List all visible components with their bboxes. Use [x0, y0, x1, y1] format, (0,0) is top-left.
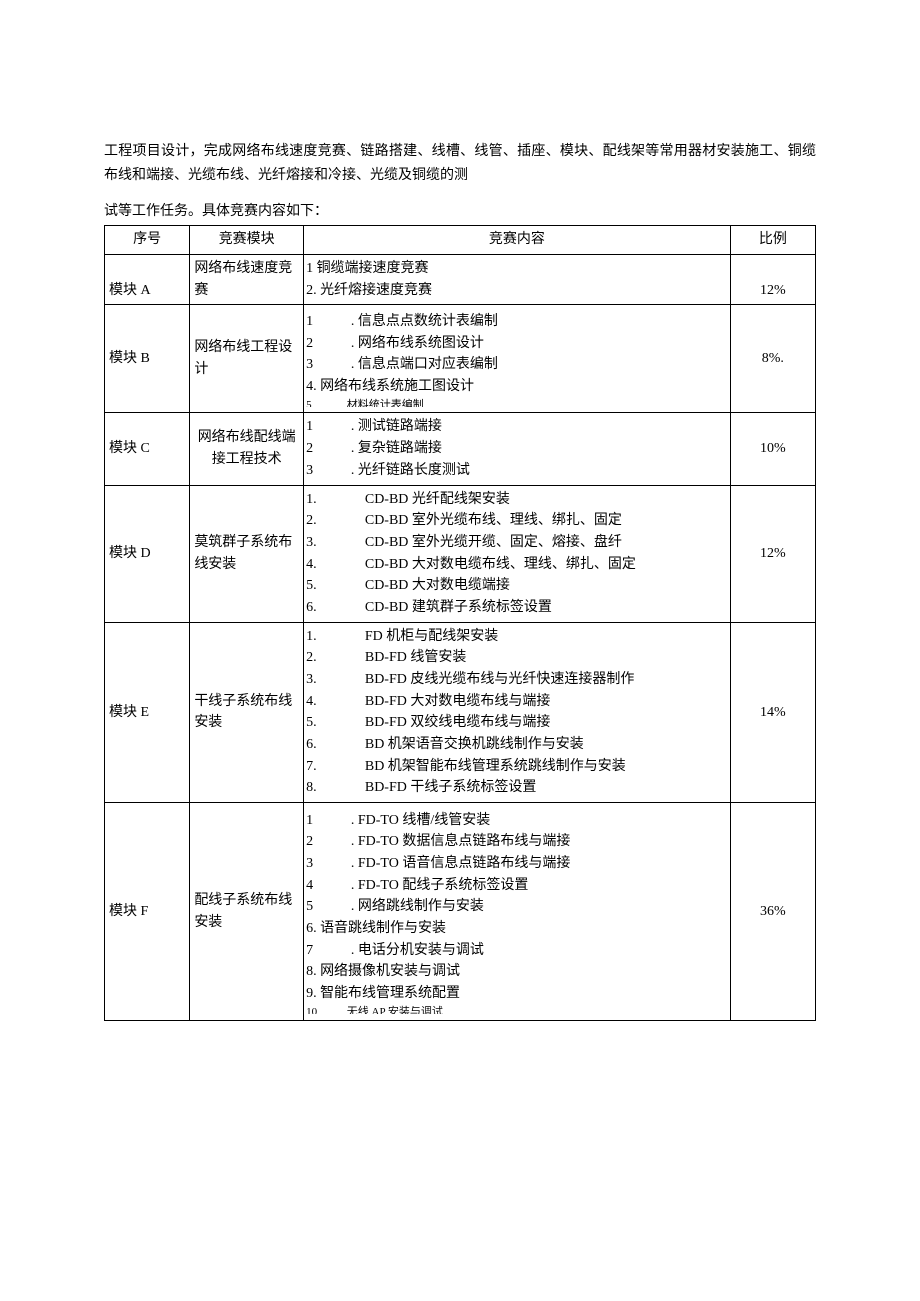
- content-line: 1.FD 机柜与配线架安装: [306, 626, 726, 648]
- seq-cell: 模块 C: [105, 413, 190, 485]
- module-cell: 配线子系统布线安装: [190, 803, 304, 1021]
- content-line: 8.BD-FD 干线子系统标签设置: [306, 777, 726, 799]
- content-line: 5. 网络跳线制作与安装: [306, 896, 726, 918]
- content-line: 3. FD-TO 语音信息点链路布线与端接: [306, 853, 726, 875]
- intro-text: 工程项目设计，完成网络布线速度竞赛、链路搭建、线槽、线管、插座、模块、配线架等常…: [104, 140, 816, 188]
- content-line: 1. 信息点点数统计表编制: [306, 311, 726, 333]
- header-module: 竞赛模块: [190, 226, 304, 255]
- module-cell: 干线子系统布线安装: [190, 622, 304, 803]
- table-row: 模块 C 网络布线配线端接工程技术 1. 测试链路端接2. 复杂链路端接3. 光…: [105, 413, 816, 485]
- content-line: 4.CD-BD 大对数电缆布线、理线、绑扎、固定: [306, 554, 726, 576]
- pct-cell: 8%.: [730, 305, 815, 413]
- content-line: 6. 语音跳线制作与安装: [306, 918, 726, 940]
- seq-cell: 模块 E: [105, 622, 190, 803]
- content-cell: 1.FD 机柜与配线架安装2.BD-FD 线管安装3.BD-FD 皮线光缆布线与…: [304, 622, 731, 803]
- seq-cell: 模块 B: [105, 305, 190, 413]
- header-seq: 序号: [105, 226, 190, 255]
- content-line: 4. 网络布线系统施工图设计: [306, 376, 726, 398]
- module-cell: 网络布线配线端接工程技术: [190, 413, 304, 485]
- content-line: 10 无线 AP 安装与调试: [306, 1005, 726, 1014]
- table-row: 模块 D 莫筑群子系统布线安装 1.CD-BD 光纤配线架安装2.CD-BD 室…: [105, 485, 816, 622]
- intro-para-2: 试等工作任务。具体竞赛内容如下：: [104, 200, 816, 224]
- content-line: 2. 复杂链路端接: [306, 438, 726, 460]
- table-row: 模块 A 网络布线速度竞赛 1 铜缆端接速度竞赛 2. 光纤熔接速度竞赛 12%: [105, 255, 816, 305]
- module-cell: 莫筑群子系统布线安装: [190, 485, 304, 622]
- content-line: 2. FD-TO 数据信息点链路布线与端接: [306, 831, 726, 853]
- pct-cell: 12%: [730, 255, 815, 305]
- table-header-row: 序号 竞赛模块 竞赛内容 比例: [105, 226, 816, 255]
- content-line: 4. FD-TO 配线子系统标签设置: [306, 875, 726, 897]
- competition-table: 序号 竞赛模块 竞赛内容 比例 模块 A 网络布线速度竞赛 1 铜缆端接速度竞赛…: [104, 225, 816, 1021]
- content-line: 6.CD-BD 建筑群子系统标签设置: [306, 597, 726, 619]
- content-line: 1. FD-TO 线槽/线管安装: [306, 810, 726, 832]
- content-line: 4.BD-FD 大对数电缆布线与端接: [306, 691, 726, 713]
- content-line: 2.BD-FD 线管安装: [306, 647, 726, 669]
- content-cell: 1. 测试链路端接2. 复杂链路端接3. 光纤链路长度测试: [304, 413, 731, 485]
- content-cell: 1 铜缆端接速度竞赛 2. 光纤熔接速度竞赛: [304, 255, 731, 305]
- module-cell: 网络布线速度竞赛: [190, 255, 304, 305]
- content-line: 7.BD 机架智能布线管理系统跳线制作与安装: [306, 756, 726, 778]
- seq-cell: 模块 A: [105, 255, 190, 305]
- pct-cell: 12%: [730, 485, 815, 622]
- content-line: 1.CD-BD 光纤配线架安装: [306, 489, 726, 511]
- content-line: 3.BD-FD 皮线光缆布线与光纤快速连接器制作: [306, 669, 726, 691]
- content-line: 8. 网络摄像机安装与调试: [306, 961, 726, 983]
- header-content: 竞赛内容: [304, 226, 731, 255]
- content-cell: 1.CD-BD 光纤配线架安装2.CD-BD 室外光缆布线、理线、绑扎、固定3.…: [304, 485, 731, 622]
- content-line: 2. 网络布线系统图设计: [306, 333, 726, 355]
- content-line: 2.CD-BD 室外光缆布线、理线、绑扎、固定: [306, 510, 726, 532]
- table-row: 模块 F 配线子系统布线安装 1. FD-TO 线槽/线管安装2. FD-TO …: [105, 803, 816, 1021]
- content-line: 9. 智能布线管理系统配置: [306, 983, 726, 1005]
- seq-cell: 模块 D: [105, 485, 190, 622]
- pct-cell: 36%: [730, 803, 815, 1021]
- table-row: 模块 E 干线子系统布线安装 1.FD 机柜与配线架安装2.BD-FD 线管安装…: [105, 622, 816, 803]
- content-cell: 1. 信息点点数统计表编制2. 网络布线系统图设计3. 信息点端口对应表编制4.…: [304, 305, 731, 413]
- pct-cell: 10%: [730, 413, 815, 485]
- content-line: 5.BD-FD 双绞线电缆布线与端接: [306, 712, 726, 734]
- module-cell: 网络布线工程设计: [190, 305, 304, 413]
- content-line: 7. 电话分机安装与调试: [306, 940, 726, 962]
- content-cell: 1. FD-TO 线槽/线管安装2. FD-TO 数据信息点链路布线与端接3. …: [304, 803, 731, 1021]
- header-pct: 比例: [730, 226, 815, 255]
- seq-cell: 模块 F: [105, 803, 190, 1021]
- content-line: 6.BD 机架语音交换机跳线制作与安装: [306, 734, 726, 756]
- content-line: 3. 光纤链路长度测试: [306, 460, 726, 482]
- table-row: 模块 B 网络布线工程设计 1. 信息点点数统计表编制2. 网络布线系统图设计3…: [105, 305, 816, 413]
- content-line: 1. 测试链路端接: [306, 416, 726, 438]
- content-line: 3.CD-BD 室外光缆开缆、固定、熔接、盘纤: [306, 532, 726, 554]
- content-line: 3. 信息点端口对应表编制: [306, 354, 726, 376]
- content-line: 5.CD-BD 大对数电缆端接: [306, 575, 726, 597]
- intro-para-1: 工程项目设计，完成网络布线速度竞赛、链路搭建、线槽、线管、插座、模块、配线架等常…: [104, 140, 816, 188]
- pct-cell: 14%: [730, 622, 815, 803]
- content-line: 5 材料统计表编制: [306, 398, 726, 407]
